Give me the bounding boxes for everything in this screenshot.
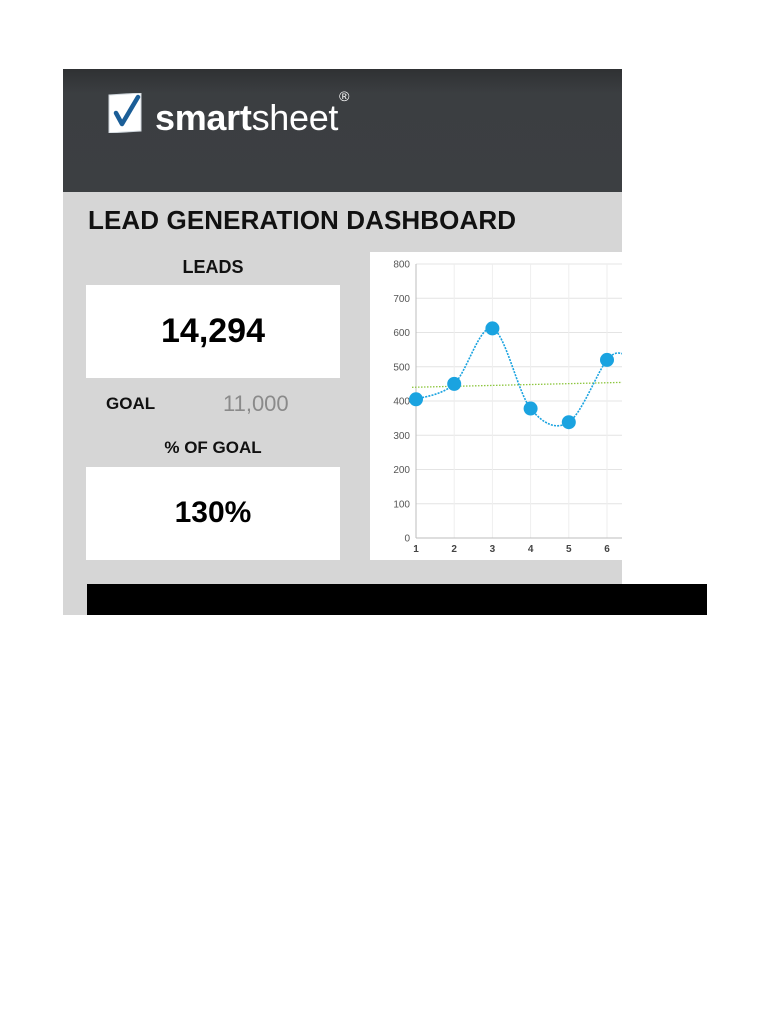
goal-label: GOAL [106, 394, 156, 413]
y-tick-label: 500 [393, 362, 410, 373]
brand-name-light: sheet [251, 97, 339, 138]
series-point [523, 401, 538, 416]
page-title: LEAD GENERATION DASHBOARD [88, 205, 517, 235]
checkmark-document-icon [108, 93, 142, 133]
x-tick-label: 4 [528, 544, 534, 555]
y-tick-label: 400 [393, 397, 410, 408]
y-tick-label: 0 [404, 534, 410, 545]
goal-value: 11,000 [223, 391, 289, 416]
percent-of-goal-card: 130% [86, 467, 340, 560]
y-tick-label: 700 [393, 294, 410, 305]
percent-of-goal-value: 130% [174, 496, 252, 529]
series-point [485, 321, 500, 336]
brand-name-bold: smart [155, 97, 252, 138]
x-tick-label: 6 [604, 544, 610, 555]
y-tick-label: 600 [393, 328, 410, 339]
x-tick-label: 3 [490, 544, 496, 555]
brand-logo-text: smartsheet® [155, 88, 350, 140]
dashboard-frame: smartsheet® LEAD GENERATION DASHBOARD LE… [63, 69, 622, 615]
leads-line-chart: 0 100 200 300 400 500 600 700 800 1 2 3 4 5 6 [393, 260, 622, 555]
leads-card: 14,294 [86, 285, 340, 378]
series-point [561, 415, 576, 430]
y-tick-label: 200 [393, 465, 410, 476]
x-tick-label: 2 [451, 544, 457, 555]
percent-of-goal-label: % OF GOAL [164, 438, 262, 457]
leads-label: LEADS [182, 257, 244, 277]
x-tick-label: 5 [566, 544, 572, 555]
header-banner: smartsheet® [63, 69, 622, 192]
bottom-black-bar [87, 584, 707, 615]
trademark-symbol: ® [339, 88, 350, 104]
y-tick-label: 800 [393, 260, 410, 271]
series-point [447, 376, 462, 391]
leads-value: 14,294 [161, 312, 265, 350]
trend-line [411, 381, 622, 388]
leads-chart-panel: 0 100 200 300 400 500 600 700 800 1 2 3 4 5 6 [370, 252, 622, 560]
series-point [409, 392, 423, 407]
series-point [600, 352, 614, 367]
y-tick-label: 300 [393, 431, 410, 442]
series-line [415, 327, 622, 427]
y-tick-label: 100 [393, 499, 410, 510]
x-tick-label: 1 [413, 544, 419, 555]
